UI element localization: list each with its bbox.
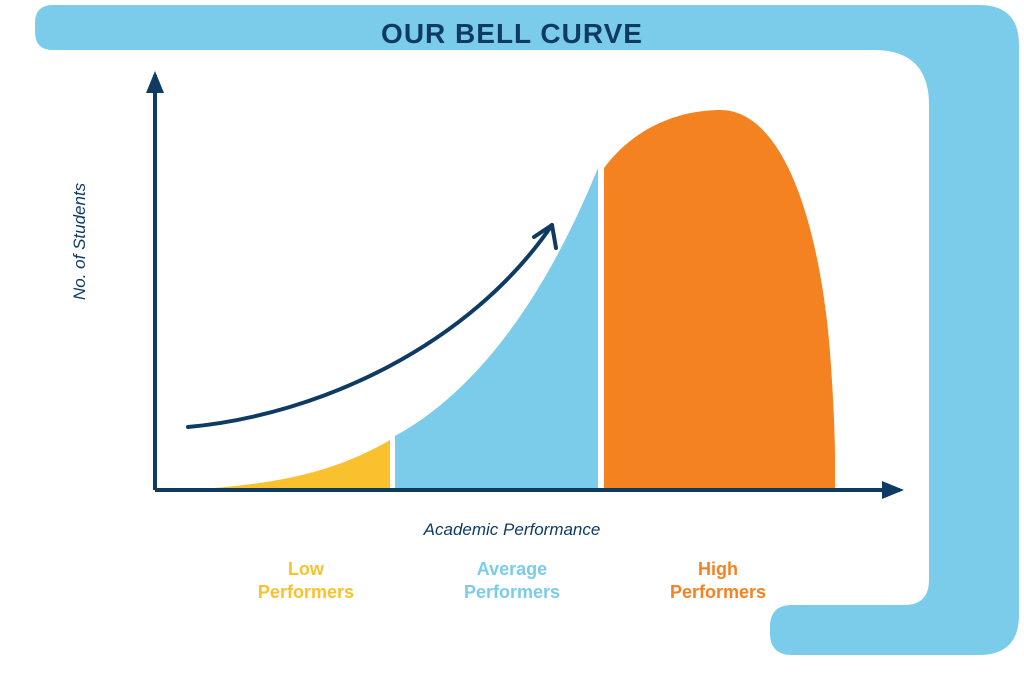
legend-low: Low Performers [258,558,354,603]
legend-low-line2: Performers [258,582,354,602]
legend-average: Average Performers [464,558,560,603]
legend-high-line2: Performers [670,582,766,602]
legend-low-line1: Low [288,559,324,579]
x-axis-arrowhead [882,481,904,499]
legend: Low Performers Average Performers High P… [0,558,1024,603]
y-axis-label: No. of Students [70,183,90,300]
region-high [604,110,835,490]
region-low [185,440,390,490]
chart-title: OUR BELL CURVE [0,18,1024,50]
legend-avg-line1: Average [477,559,547,579]
legend-high-line1: High [698,559,738,579]
region-average [395,168,598,490]
legend-high: High Performers [670,558,766,603]
x-axis-label: Academic Performance [0,520,1024,540]
legend-avg-line2: Performers [464,582,560,602]
infographic-stage: OUR BELL CURVE No. of Students Academic … [0,0,1024,683]
y-axis-arrowhead [146,71,164,93]
